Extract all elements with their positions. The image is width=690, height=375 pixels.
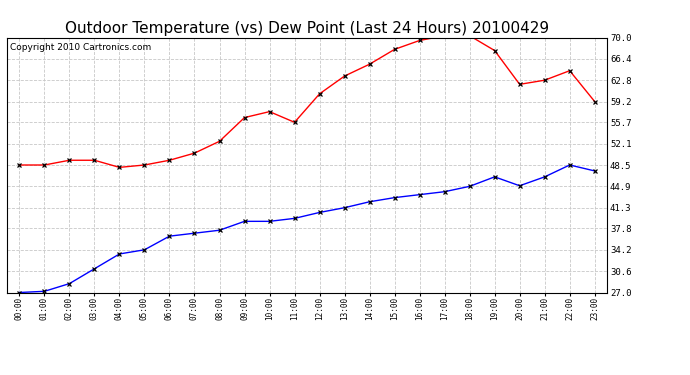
Text: Copyright 2010 Cartronics.com: Copyright 2010 Cartronics.com: [10, 43, 151, 52]
Title: Outdoor Temperature (vs) Dew Point (Last 24 Hours) 20100429: Outdoor Temperature (vs) Dew Point (Last…: [65, 21, 549, 36]
